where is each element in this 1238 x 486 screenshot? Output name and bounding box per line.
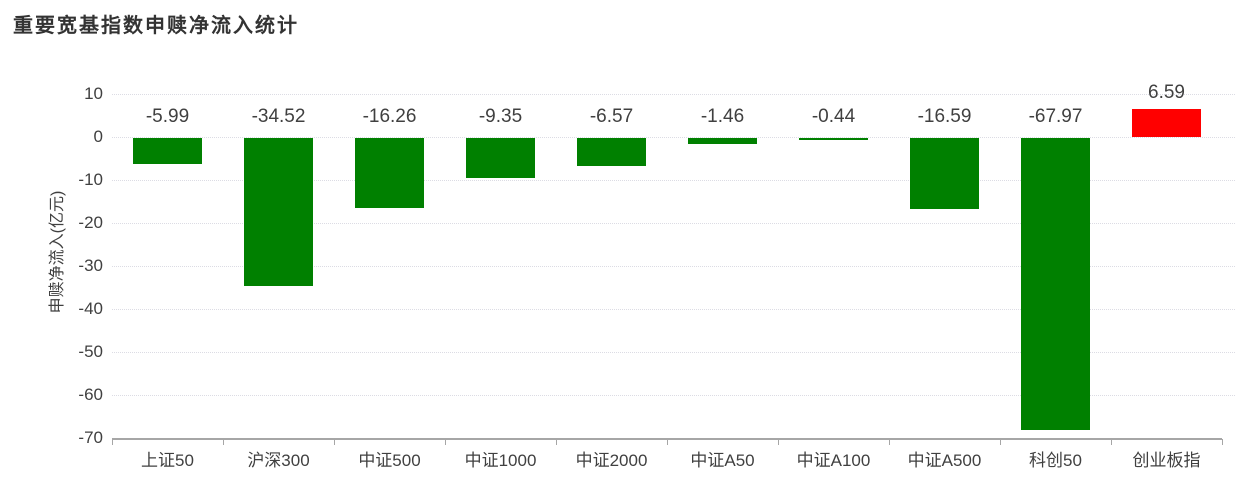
bar-5[interactable] — [688, 138, 757, 145]
y-tick-label: 10 — [84, 84, 103, 103]
bar-6[interactable] — [799, 138, 868, 140]
x-axis-category-label: 中证A100 — [796, 451, 871, 470]
x-axis-tick — [889, 439, 890, 445]
bar-4[interactable] — [577, 138, 646, 167]
y-tick-label: -40 — [78, 299, 103, 318]
y-tick-label: -70 — [78, 428, 103, 447]
x-axis-tick — [667, 439, 668, 445]
x-axis-category-label: 中证A50 — [690, 451, 755, 470]
x-axis-category-label: 中证500 — [358, 451, 421, 470]
bar-value-label: -6.57 — [589, 106, 634, 127]
chart-title: 重要宽基指数申赎净流入统计 — [13, 15, 299, 37]
gridline — [112, 352, 1235, 353]
y-tick-label: -50 — [78, 342, 103, 361]
bar-value-label: -5.99 — [145, 106, 190, 127]
x-axis-category-label: 沪深300 — [247, 451, 310, 470]
x-axis-category-label: 上证50 — [141, 451, 194, 470]
x-axis-tick — [1111, 439, 1112, 445]
bar-value-label: -67.97 — [1028, 106, 1083, 127]
bar-8[interactable] — [1021, 138, 1090, 431]
x-axis-tick — [445, 439, 446, 445]
gridline — [112, 395, 1235, 396]
bar-value-label: -1.46 — [700, 106, 745, 127]
gridline — [112, 266, 1235, 267]
x-axis-category-label: 中证2000 — [575, 451, 648, 470]
bar-value-label: -9.35 — [478, 106, 523, 127]
x-axis-tick — [778, 439, 779, 445]
x-axis-tick — [1222, 439, 1223, 445]
y-axis-title: 申赎净流入(亿元) — [49, 190, 66, 314]
gridline — [112, 309, 1235, 310]
x-axis-category-label: 中证1000 — [464, 451, 537, 470]
x-axis-tick — [112, 439, 113, 445]
bar-value-label: -16.59 — [917, 106, 972, 127]
x-axis-tick — [556, 439, 557, 445]
bar-9[interactable] — [1132, 108, 1201, 137]
x-axis-category-label: 创业板指 — [1132, 451, 1201, 470]
bar-value-label: -16.26 — [362, 106, 417, 127]
gridline — [112, 223, 1235, 224]
bar-value-label: 6.59 — [1148, 81, 1185, 103]
x-axis-category-label: 科创50 — [1029, 451, 1082, 470]
gridline — [112, 94, 1235, 95]
gridline — [112, 180, 1235, 181]
bar-2[interactable] — [355, 138, 424, 208]
bar-3[interactable] — [466, 138, 535, 179]
x-axis-line — [112, 438, 1222, 440]
y-tick-label: -60 — [78, 385, 103, 404]
y-tick-label: -20 — [78, 213, 103, 232]
x-axis-tick — [223, 439, 224, 445]
x-axis-tick — [334, 439, 335, 445]
x-axis-category-label: 中证A500 — [907, 451, 982, 470]
gridline — [112, 137, 1235, 138]
y-tick-label: -10 — [78, 170, 103, 189]
y-tick-label: -30 — [78, 256, 103, 275]
bar-value-label: -34.52 — [251, 106, 306, 127]
bar-value-label: -0.44 — [811, 106, 856, 127]
bar-1[interactable] — [244, 138, 313, 287]
y-tick-label: 0 — [93, 127, 103, 146]
bar-0[interactable] — [133, 138, 202, 164]
bar-7[interactable] — [910, 138, 979, 210]
x-axis-tick — [1000, 439, 1001, 445]
